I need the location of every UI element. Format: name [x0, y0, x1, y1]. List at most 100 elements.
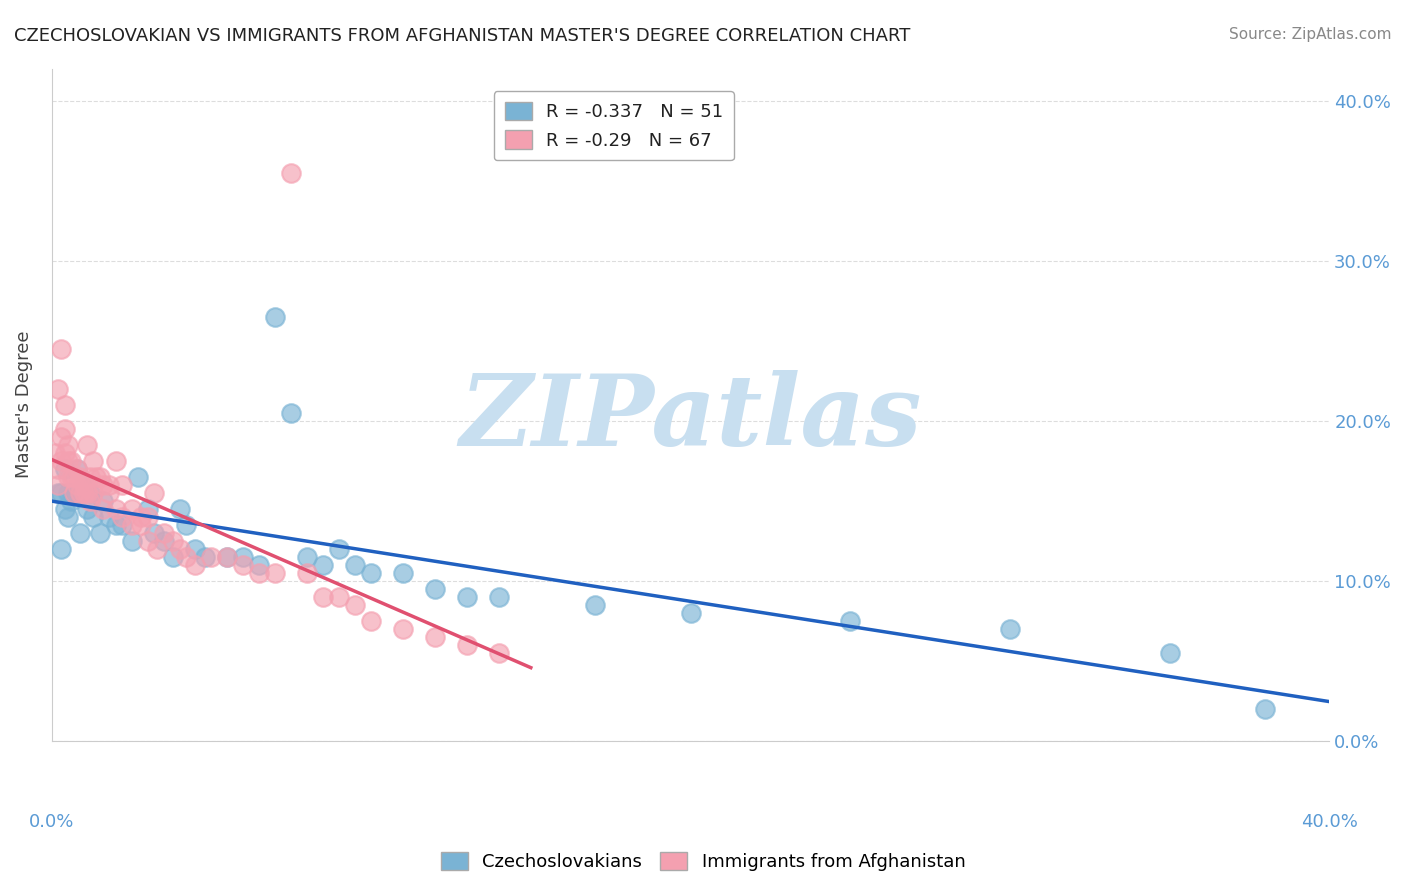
Point [169, 541, 191, 556]
Point [162, 549, 184, 564]
Point [264, 310, 287, 324]
Point [121, 517, 143, 532]
Point [423, 582, 446, 596]
Point [583, 598, 606, 612]
Point [59, 493, 82, 508]
Point [76, 438, 98, 452]
Point [98, 509, 121, 524]
Point [73, 477, 96, 491]
Point [56, 469, 79, 483]
Point [69, 469, 91, 483]
Point [59, 453, 82, 467]
Text: 40.0%: 40.0% [1301, 813, 1358, 830]
Point [79, 469, 101, 483]
Point [59, 469, 82, 483]
Point [217, 549, 239, 564]
Point [63, 485, 86, 500]
Point [152, 533, 174, 548]
Point [194, 549, 217, 564]
Point [136, 533, 159, 548]
Point [91, 477, 114, 491]
Point [53, 422, 76, 436]
Point [280, 406, 302, 420]
Point [76, 485, 98, 500]
Point [66, 485, 89, 500]
Point [217, 549, 239, 564]
Point [46, 382, 69, 396]
Legend: R = -0.337   N = 51, R = -0.29   N = 67: R = -0.337 N = 51, R = -0.29 N = 67 [494, 91, 734, 161]
Point [51, 485, 73, 500]
Point [297, 566, 319, 580]
Point [280, 165, 302, 179]
Point [66, 461, 89, 475]
Point [79, 485, 101, 500]
Text: CZECHOSLOVAKIAN VS IMMIGRANTS FROM AFGHANISTAN MASTER'S DEGREE CORRELATION CHART: CZECHOSLOVAKIAN VS IMMIGRANTS FROM AFGHA… [14, 27, 911, 45]
Point [111, 477, 134, 491]
Point [136, 501, 159, 516]
Point [121, 501, 143, 516]
Point [56, 485, 79, 500]
Point [56, 438, 79, 452]
Point [392, 566, 415, 580]
Point [82, 509, 104, 524]
Point [53, 445, 76, 459]
Point [136, 509, 159, 524]
Point [264, 566, 287, 580]
Point [111, 509, 134, 524]
Point [328, 590, 350, 604]
Point [456, 590, 478, 604]
Point [344, 598, 367, 612]
Point [998, 622, 1021, 636]
Point [247, 566, 270, 580]
Point [488, 590, 510, 604]
Point [146, 541, 169, 556]
Point [53, 501, 76, 516]
Point [46, 485, 69, 500]
Y-axis label: Master's Degree: Master's Degree [15, 331, 32, 478]
Point [328, 541, 350, 556]
Point [839, 614, 862, 628]
Point [63, 469, 86, 483]
Point [53, 461, 76, 475]
Point [82, 485, 104, 500]
Point [162, 533, 184, 548]
Legend: Czechoslovakians, Immigrants from Afghanistan: Czechoslovakians, Immigrants from Afghan… [433, 845, 973, 879]
Point [51, 342, 73, 356]
Point [152, 525, 174, 540]
Point [129, 509, 152, 524]
Point [392, 622, 415, 636]
Point [423, 630, 446, 644]
Point [69, 485, 91, 500]
Point [63, 485, 86, 500]
Point [127, 469, 149, 483]
Point [104, 517, 127, 532]
Point [98, 477, 121, 491]
Point [79, 493, 101, 508]
Point [44, 445, 66, 459]
Point [129, 517, 152, 532]
Text: Source: ZipAtlas.com: Source: ZipAtlas.com [1229, 27, 1392, 42]
Point [184, 558, 207, 572]
Point [73, 477, 96, 491]
Point [51, 453, 73, 467]
Point [344, 558, 367, 572]
Point [360, 566, 382, 580]
Point [232, 558, 254, 572]
Point [66, 461, 89, 475]
Point [121, 533, 143, 548]
Point [1159, 646, 1181, 660]
Point [91, 493, 114, 508]
Point [142, 485, 165, 500]
Point [174, 517, 197, 532]
Point [98, 485, 121, 500]
Point [86, 469, 108, 483]
Point [76, 501, 98, 516]
Point [679, 606, 702, 620]
Point [104, 453, 127, 467]
Point [73, 485, 96, 500]
Text: ZIPatlas: ZIPatlas [460, 370, 922, 467]
Point [174, 549, 197, 564]
Point [51, 541, 73, 556]
Point [56, 509, 79, 524]
Point [169, 501, 191, 516]
